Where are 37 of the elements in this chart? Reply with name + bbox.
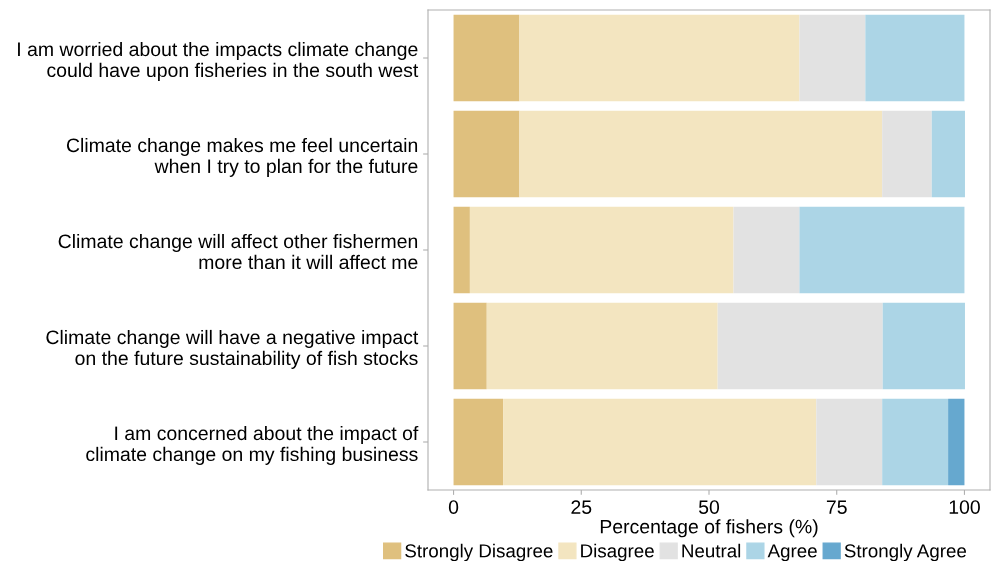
bar <box>733 206 800 294</box>
bar <box>469 206 734 294</box>
legend-label: Neutral <box>682 543 741 558</box>
bar <box>882 110 932 198</box>
bar <box>453 302 487 390</box>
bar <box>519 110 883 198</box>
bar <box>816 398 883 486</box>
bar <box>799 14 866 102</box>
y-tick-label: Climate change will have a negative impact on the future sustainability of fish stocks <box>46 329 419 369</box>
x-tick-label: 75 <box>826 500 847 514</box>
y-tick-label: I am concerned about the impact of climate change on my fishing business <box>86 425 419 465</box>
x-tick-label: 25 <box>571 500 592 514</box>
bar <box>519 14 800 102</box>
y-tick-label: I am worried about the impacts climate change could have upon fisheries in the south west <box>18 41 419 81</box>
bar <box>948 398 965 486</box>
bar <box>882 398 949 486</box>
bar <box>453 110 520 198</box>
y-tick-label: Climate change makes me feel uncertain when I try to plan for the future <box>66 137 418 177</box>
bar <box>882 302 965 390</box>
legend-label: Disagree <box>581 543 654 561</box>
bar <box>799 206 965 294</box>
legend-label: Strongly Agree <box>844 543 967 561</box>
y-tick-label: Climate change will affect other fishermen more than it will affect me <box>58 233 418 270</box>
x-axis-title: Percentage of fishers (%) <box>600 519 818 538</box>
x-tick-label: 0 <box>448 500 459 514</box>
bar <box>931 110 965 198</box>
bar <box>453 398 504 486</box>
bar <box>453 206 470 294</box>
bar <box>486 302 718 390</box>
legend-label: Agree <box>767 544 817 561</box>
bar <box>865 14 965 102</box>
x-tick-label: 100 <box>949 500 980 514</box>
x-tick-label: 50 <box>698 500 720 514</box>
bar <box>717 302 883 390</box>
legend-label: Strongly Disagree <box>405 543 553 561</box>
bar <box>503 398 817 486</box>
bar <box>453 14 520 102</box>
